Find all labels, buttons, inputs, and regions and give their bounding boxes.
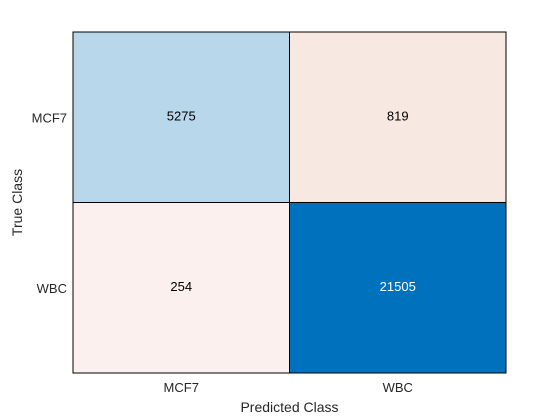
x-tick-label-0: MCF7 — [164, 380, 199, 395]
cell-value-label-0-0: 5275 — [167, 109, 196, 124]
cell-value-label-0-1: 819 — [387, 109, 409, 124]
matrix-cell-1-0 — [72, 202, 290, 374]
cell-value-label-1-0: 254 — [170, 279, 192, 294]
matrix-cell-0-1 — [289, 31, 507, 203]
x-tick-label-1: WBC — [383, 380, 413, 395]
x-axis-label: Predicted Class — [240, 399, 338, 415]
y-axis-label: True Class — [9, 169, 25, 236]
matrix-cell-1-1 — [289, 202, 507, 374]
y-tick-label-0: MCF7 — [32, 110, 67, 125]
matrix-cell-0-0 — [72, 31, 290, 203]
plot-frame — [72, 31, 507, 374]
tick-labels-layer: MCF7 WBC MCF7 WBC — [32, 110, 413, 395]
cells-layer — [72, 31, 507, 374]
cell-labels-layer: 5275 819 254 21505 — [167, 109, 416, 295]
y-tick-label-1: WBC — [37, 281, 67, 296]
cell-value-label-1-1: 21505 — [380, 279, 416, 294]
